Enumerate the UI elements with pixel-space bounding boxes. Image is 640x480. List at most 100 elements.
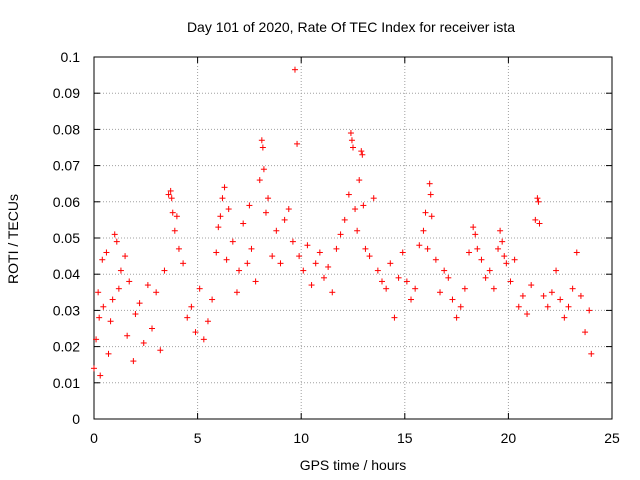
data-point	[383, 285, 390, 292]
data-point	[536, 220, 543, 227]
data-point	[167, 187, 174, 194]
data-point	[374, 267, 381, 274]
data-point	[97, 372, 104, 379]
data-point	[366, 253, 373, 260]
data-point	[347, 130, 354, 137]
data-point	[337, 231, 344, 238]
data-point	[219, 195, 226, 202]
data-point	[428, 213, 435, 220]
data-point	[126, 278, 133, 285]
data-point	[285, 206, 292, 213]
data-point	[588, 350, 595, 357]
data-point	[360, 202, 367, 209]
data-point	[320, 274, 327, 281]
data-point	[103, 249, 110, 256]
data-point	[412, 285, 419, 292]
data-point	[304, 242, 311, 249]
y-tick-label: 0.06	[53, 194, 80, 210]
data-point	[252, 278, 259, 285]
data-point	[416, 242, 423, 249]
data-point	[277, 260, 284, 267]
data-point	[91, 365, 97, 372]
y-tick-label: 0.09	[53, 85, 80, 101]
data-point	[240, 220, 247, 227]
data-point	[153, 289, 160, 296]
data-point	[486, 267, 493, 274]
data-point	[96, 314, 103, 321]
data-point	[180, 260, 187, 267]
chart-title: Day 101 of 2020, Rate Of TEC Index for r…	[187, 19, 515, 35]
data-point	[466, 249, 473, 256]
y-tick-label: 0	[72, 411, 80, 427]
data-point	[246, 202, 253, 209]
data-point	[136, 300, 143, 307]
data-point	[93, 336, 100, 343]
data-point	[350, 144, 356, 151]
data-points-layer	[91, 66, 595, 379]
data-point	[348, 137, 355, 144]
data-point	[173, 213, 180, 220]
data-point	[345, 191, 352, 198]
x-axis-ticks: 0 5 10 15 20 25	[90, 57, 620, 446]
data-point	[424, 245, 431, 252]
data-point	[209, 296, 216, 303]
data-point	[259, 144, 266, 151]
x-tick-label: 10	[293, 430, 309, 446]
data-point	[107, 318, 114, 325]
grid-layer	[94, 57, 612, 419]
data-point	[573, 249, 580, 256]
data-point	[258, 137, 265, 144]
data-point	[461, 285, 468, 292]
data-point	[225, 206, 232, 213]
y-axis-label: ROTI / TECUs	[5, 194, 21, 284]
data-point	[503, 260, 510, 267]
data-point	[408, 296, 415, 303]
data-point	[215, 224, 222, 231]
y-tick-label: 0.08	[53, 121, 80, 137]
data-point	[260, 166, 267, 173]
data-point	[291, 66, 298, 73]
data-point	[273, 227, 280, 234]
data-point	[244, 260, 251, 267]
data-point	[453, 314, 460, 321]
data-point	[395, 274, 402, 281]
data-point	[308, 282, 315, 289]
data-point	[534, 195, 541, 202]
data-point	[109, 296, 116, 303]
data-point	[499, 238, 506, 245]
x-axis-label: GPS time / hours	[300, 457, 407, 473]
data-point	[117, 267, 124, 274]
data-point	[495, 245, 502, 252]
data-point	[161, 267, 168, 274]
data-point	[403, 278, 410, 285]
data-point	[399, 249, 406, 256]
data-point	[370, 195, 377, 202]
data-point	[569, 285, 576, 292]
data-point	[200, 336, 207, 343]
data-point	[449, 296, 456, 303]
data-point	[515, 303, 522, 310]
data-point	[470, 224, 477, 231]
data-point	[184, 314, 191, 321]
data-point	[213, 249, 220, 256]
data-point	[196, 285, 203, 292]
data-point	[111, 231, 118, 238]
data-point	[501, 253, 508, 260]
data-point	[169, 209, 176, 216]
data-point	[362, 245, 369, 252]
data-point	[420, 227, 427, 234]
data-point	[192, 329, 199, 336]
data-point	[553, 267, 560, 274]
data-point	[341, 216, 348, 223]
data-point	[582, 329, 589, 336]
data-point	[130, 358, 137, 365]
data-point	[236, 267, 243, 274]
data-point	[122, 253, 129, 260]
data-point	[312, 260, 319, 267]
y-tick-label: 0.02	[53, 339, 80, 355]
data-point	[544, 303, 551, 310]
data-point	[221, 184, 228, 191]
data-point	[359, 151, 366, 158]
data-point	[99, 256, 106, 263]
data-point	[113, 238, 120, 245]
